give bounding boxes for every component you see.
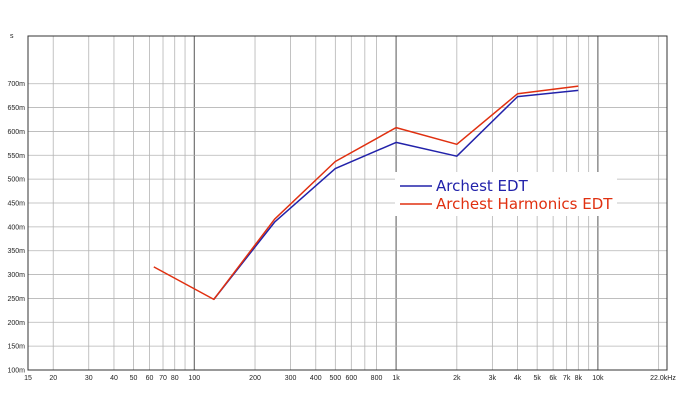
legend-label: Archest Harmonics EDT [436,195,613,213]
plot-border [27,35,668,371]
x-tick-label: 600 [345,375,357,382]
y-tick-label: 200m [7,320,25,327]
y-tick-label: 450m [7,201,25,208]
x-tick-label: 80 [171,375,179,382]
x-tick-label: 300 [285,375,297,382]
x-tick-label: 7k [563,375,571,382]
x-tick-label: 30 [85,375,93,382]
plot-frame [27,35,668,371]
x-tick-label: 10k [592,375,604,382]
x-axis-tick-labels: 15 20 30 40 50 60 70 80 100 200 300 400 500 600 800 1k 2… [24,375,676,382]
legend-label: Archest EDT [436,177,529,195]
x-tick-label: 4k [514,375,522,382]
y-tick-label: 700m [7,81,25,88]
data-series [153,85,579,301]
x-tick-label: 15 [24,375,32,382]
y-tick-label: 650m [7,105,25,112]
x-tick-label: 6k [549,375,557,382]
x-tick-label: 22.0kHz [650,375,676,382]
x-tick-label: 500 [329,375,341,382]
x-tick-label: 40 [110,375,118,382]
x-tick-label: 3k [489,375,497,382]
y-axis-tick-labels: 100m 150m 200m 250m 300m 350m 400m 450m 500m 550m… [7,81,25,374]
x-tick-label: 5k [533,375,541,382]
x-tick-label: 8k [575,375,583,382]
y-tick-label: 500m [7,177,25,184]
y-tick-label: 150m [7,344,25,351]
y-axis-unit-label: s [10,33,14,40]
x-tick-label: 20 [49,375,57,382]
x-tick-label: 200 [249,375,261,382]
y-tick-label: 100m [7,368,25,375]
y-tick-label: 550m [7,153,25,160]
series-line-archest-harmonics-edt [153,85,579,301]
x-tick-label: 2k [453,375,461,382]
x-tick-label: 400 [310,375,322,382]
legend-background [395,172,617,216]
series-line-archest-edt [213,89,579,300]
x-tick-label: 50 [130,375,138,382]
y-tick-label: 400m [7,224,25,231]
y-tick-label: 350m [7,248,25,255]
y-tick-label: 250m [7,296,25,303]
y-tick-label: 300m [7,272,25,279]
x-tick-label: 70 [159,375,167,382]
x-tick-label: 60 [146,375,154,382]
y-tick-label: 600m [7,129,25,136]
x-tick-label: 1k [392,375,400,382]
x-tick-label: 100 [188,375,200,382]
x-tick-label: 800 [371,375,383,382]
